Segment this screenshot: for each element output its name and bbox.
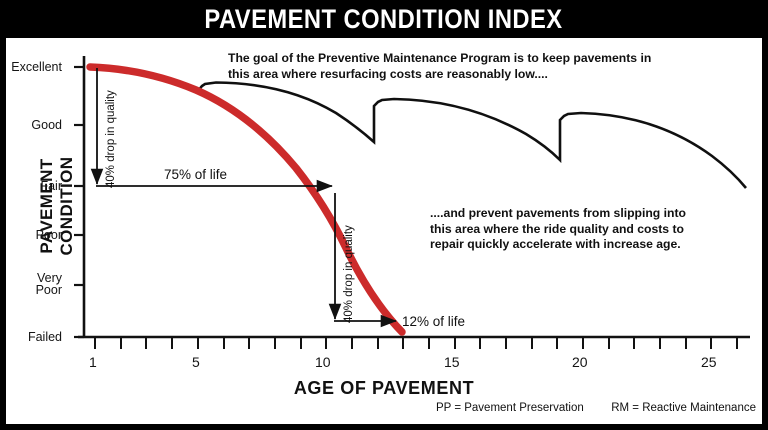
label-drop-first: 40% drop in quality [105, 90, 117, 188]
annotation-arrows [90, 68, 397, 328]
callout-bottom-line-1: ....and prevent pavements from slipping … [430, 206, 686, 220]
y-tick-fair: Fair [40, 179, 62, 193]
legend: PP = Pavement Preservation RM = Reactive… [436, 402, 756, 414]
legend-rm: RM = Reactive Maintenance [611, 402, 756, 414]
axis-lines [78, 56, 750, 339]
y-tick-poor: Poor [35, 228, 62, 242]
callout-bottom-line-3: repair quickly accelerate with increase … [430, 237, 681, 251]
callout-preventive-maintenance: The goal of the Preventive Maintenance P… [228, 51, 651, 82]
pavement-condition-chart [74, 56, 750, 349]
x-axis-ticks [94, 337, 738, 349]
x-tick-15: 15 [444, 354, 460, 370]
preservation-curve [196, 81, 748, 189]
deterioration-curve [86, 63, 406, 336]
y-tick-excellent: Excellent [11, 60, 62, 74]
y-tick-very: Very [36, 271, 62, 285]
callout-top-line-2: this area where resurfacing costs are re… [228, 66, 548, 81]
y-axis-ticks [74, 65, 84, 339]
page-title: PAVEMENT CONDITION INDEX [204, 3, 564, 34]
label-75-of-life: 75% of life [164, 167, 228, 182]
callout-bottom-line-2: this area where the ride quality and cos… [430, 221, 684, 236]
x-tick-5: 5 [192, 354, 200, 370]
callout-reactive-maintenance: ....and prevent pavements from slipping … [430, 206, 686, 253]
x-tick-25: 25 [701, 354, 717, 370]
callout-top-line-1: The goal of the Preventive Maintenance P… [228, 51, 652, 65]
x-tick-20: 20 [572, 354, 588, 370]
x-tick-10: 10 [315, 354, 331, 370]
x-axis-title: AGE OF PAVEMENT [293, 378, 475, 398]
chart-panel: PAVEMENT CONDITION Excellent Good Fair P… [6, 38, 762, 424]
label-12-of-life: 12% of life [402, 314, 466, 329]
y-tick-good: Good [31, 118, 62, 132]
y-tick-verypoor: Poor [35, 283, 62, 297]
x-tick-1: 1 [89, 354, 97, 370]
label-drop-second: 40% drop in quality [343, 225, 355, 323]
title-bar: PAVEMENT CONDITION INDEX [0, 0, 768, 38]
y-tick-failed: Failed [27, 330, 62, 344]
legend-pp: PP = Pavement Preservation [436, 402, 584, 414]
